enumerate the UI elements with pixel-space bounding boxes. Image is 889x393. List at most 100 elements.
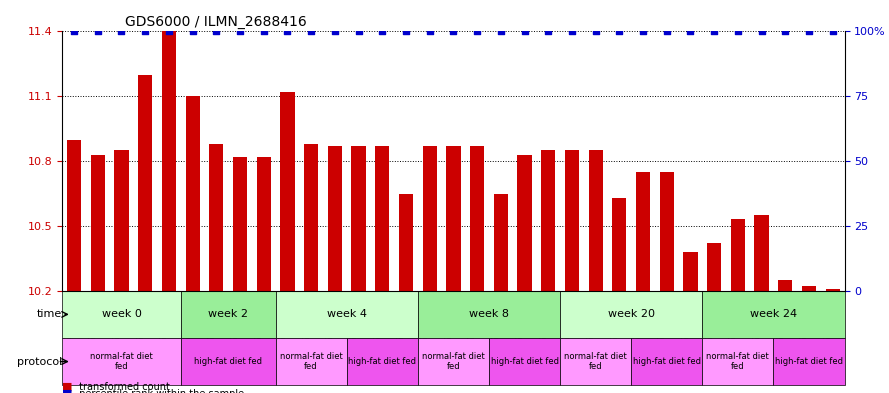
FancyBboxPatch shape bbox=[702, 338, 773, 385]
Text: high-fat diet fed: high-fat diet fed bbox=[194, 357, 262, 366]
Bar bbox=[660, 172, 674, 291]
Point bbox=[186, 28, 200, 35]
FancyBboxPatch shape bbox=[560, 338, 631, 385]
Point bbox=[517, 28, 532, 35]
Text: normal-fat diet
fed: normal-fat diet fed bbox=[707, 352, 769, 371]
Bar bbox=[493, 194, 508, 291]
Point bbox=[399, 28, 413, 35]
Bar bbox=[636, 172, 650, 291]
Bar bbox=[91, 155, 105, 291]
FancyBboxPatch shape bbox=[276, 291, 418, 338]
Bar bbox=[399, 194, 413, 291]
Text: ■: ■ bbox=[62, 389, 73, 393]
Point bbox=[613, 28, 627, 35]
Text: normal-fat diet
fed: normal-fat diet fed bbox=[90, 352, 153, 371]
Point bbox=[470, 28, 485, 35]
Bar bbox=[186, 96, 200, 291]
FancyBboxPatch shape bbox=[62, 338, 180, 385]
Point bbox=[565, 28, 579, 35]
Point bbox=[422, 28, 436, 35]
Text: week 0: week 0 bbox=[101, 309, 141, 320]
Bar bbox=[589, 151, 603, 291]
Bar bbox=[755, 215, 769, 291]
FancyBboxPatch shape bbox=[631, 338, 702, 385]
Text: transformed count: transformed count bbox=[76, 382, 170, 392]
FancyBboxPatch shape bbox=[62, 291, 180, 338]
FancyBboxPatch shape bbox=[418, 291, 560, 338]
Bar bbox=[328, 146, 342, 291]
Bar bbox=[541, 151, 556, 291]
Text: ■: ■ bbox=[62, 382, 73, 392]
Point bbox=[115, 28, 129, 35]
Point bbox=[493, 28, 508, 35]
Point bbox=[802, 28, 816, 35]
Bar bbox=[422, 146, 436, 291]
Bar bbox=[565, 151, 579, 291]
Text: time: time bbox=[37, 309, 62, 320]
Text: high-fat diet fed: high-fat diet fed bbox=[491, 357, 558, 366]
Point bbox=[280, 28, 294, 35]
Bar bbox=[304, 144, 318, 291]
Bar bbox=[257, 157, 271, 291]
Point bbox=[541, 28, 556, 35]
FancyBboxPatch shape bbox=[702, 291, 845, 338]
Point bbox=[91, 28, 105, 35]
Point bbox=[138, 28, 152, 35]
FancyBboxPatch shape bbox=[180, 338, 276, 385]
Bar bbox=[613, 198, 627, 291]
FancyBboxPatch shape bbox=[560, 291, 702, 338]
Point bbox=[636, 28, 650, 35]
Text: week 2: week 2 bbox=[208, 309, 248, 320]
Point bbox=[684, 28, 698, 35]
Bar bbox=[115, 151, 129, 291]
Bar bbox=[280, 92, 294, 291]
Point bbox=[660, 28, 674, 35]
Point bbox=[826, 28, 840, 35]
Bar bbox=[802, 286, 816, 291]
Bar bbox=[446, 146, 461, 291]
Point bbox=[209, 28, 223, 35]
Bar bbox=[684, 252, 698, 291]
Bar bbox=[233, 157, 247, 291]
FancyBboxPatch shape bbox=[418, 338, 489, 385]
Bar bbox=[517, 155, 532, 291]
Bar bbox=[67, 140, 81, 291]
Bar bbox=[826, 288, 840, 291]
Point bbox=[755, 28, 769, 35]
Point bbox=[162, 28, 176, 35]
Text: week 20: week 20 bbox=[608, 309, 654, 320]
Text: high-fat diet fed: high-fat diet fed bbox=[348, 357, 416, 366]
Text: protocol: protocol bbox=[17, 356, 62, 367]
FancyBboxPatch shape bbox=[773, 338, 845, 385]
Point bbox=[304, 28, 318, 35]
Bar bbox=[351, 146, 365, 291]
Text: week 4: week 4 bbox=[327, 309, 366, 320]
FancyBboxPatch shape bbox=[347, 338, 418, 385]
Text: week 24: week 24 bbox=[749, 309, 797, 320]
Bar bbox=[375, 146, 389, 291]
Point bbox=[778, 28, 792, 35]
Text: percentile rank within the sample: percentile rank within the sample bbox=[76, 389, 244, 393]
Bar bbox=[470, 146, 485, 291]
Bar bbox=[162, 31, 176, 291]
Point bbox=[731, 28, 745, 35]
Bar bbox=[707, 243, 721, 291]
Text: normal-fat diet
fed: normal-fat diet fed bbox=[280, 352, 342, 371]
Text: high-fat diet fed: high-fat diet fed bbox=[633, 357, 701, 366]
Point bbox=[328, 28, 342, 35]
FancyBboxPatch shape bbox=[489, 338, 560, 385]
Point bbox=[375, 28, 389, 35]
Bar bbox=[138, 75, 152, 291]
Text: week 8: week 8 bbox=[469, 309, 509, 320]
FancyBboxPatch shape bbox=[276, 338, 347, 385]
Point bbox=[257, 28, 271, 35]
Text: GDS6000 / ILMN_2688416: GDS6000 / ILMN_2688416 bbox=[124, 15, 307, 29]
Text: normal-fat diet
fed: normal-fat diet fed bbox=[422, 352, 485, 371]
Point bbox=[351, 28, 365, 35]
Point bbox=[589, 28, 603, 35]
Text: normal-fat diet
fed: normal-fat diet fed bbox=[565, 352, 627, 371]
Bar bbox=[778, 280, 792, 291]
Bar bbox=[731, 220, 745, 291]
FancyBboxPatch shape bbox=[180, 291, 276, 338]
Point bbox=[233, 28, 247, 35]
